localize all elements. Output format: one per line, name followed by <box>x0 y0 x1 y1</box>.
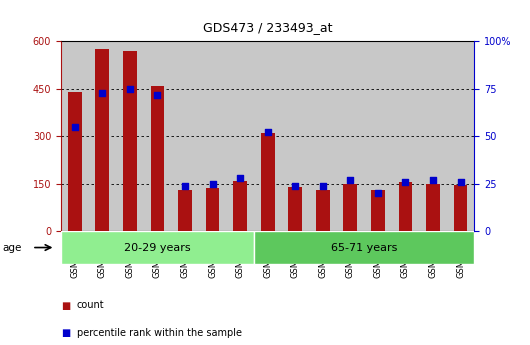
Text: count: count <box>77 300 104 310</box>
Bar <box>309 41 337 231</box>
Text: percentile rank within the sample: percentile rank within the sample <box>77 328 242 338</box>
Bar <box>426 184 440 231</box>
Bar <box>261 133 275 231</box>
Bar <box>68 92 82 231</box>
Bar <box>144 41 171 231</box>
Point <box>181 183 189 188</box>
Bar <box>123 51 137 231</box>
Point <box>236 175 244 181</box>
Point <box>70 124 79 129</box>
Bar <box>399 182 412 231</box>
Bar <box>95 49 109 231</box>
Bar <box>337 41 364 231</box>
Bar <box>226 41 254 231</box>
Bar <box>316 190 330 231</box>
Bar <box>116 41 144 231</box>
Bar <box>206 188 219 231</box>
Bar <box>199 41 226 231</box>
Bar <box>392 41 419 231</box>
Point <box>346 177 355 183</box>
Bar <box>447 41 474 231</box>
Bar <box>171 41 199 231</box>
Bar <box>281 41 309 231</box>
Bar <box>371 190 385 231</box>
Bar <box>178 190 192 231</box>
Point <box>374 190 382 196</box>
Point <box>319 183 327 188</box>
Bar <box>89 41 116 231</box>
Point <box>126 86 134 91</box>
Text: ■: ■ <box>61 300 70 310</box>
Text: 65-71 years: 65-71 years <box>331 243 398 253</box>
Text: GDS473 / 233493_at: GDS473 / 233493_at <box>203 21 332 34</box>
Point <box>401 179 410 185</box>
Text: 20-29 years: 20-29 years <box>124 243 191 253</box>
Point <box>429 177 437 183</box>
Point <box>208 181 217 186</box>
Bar <box>419 41 447 231</box>
Bar <box>254 41 281 231</box>
Bar <box>61 41 89 231</box>
Bar <box>288 187 302 231</box>
Bar <box>61 231 254 264</box>
Bar <box>454 185 467 231</box>
Point <box>456 179 465 185</box>
Bar <box>364 41 392 231</box>
Bar <box>254 231 474 264</box>
Text: age: age <box>3 243 22 253</box>
Point <box>263 130 272 135</box>
Bar <box>343 184 357 231</box>
Point <box>291 183 299 188</box>
Text: ■: ■ <box>61 328 70 338</box>
Point <box>98 90 107 95</box>
Point <box>153 92 162 97</box>
Bar <box>151 86 164 231</box>
Bar <box>233 180 247 231</box>
